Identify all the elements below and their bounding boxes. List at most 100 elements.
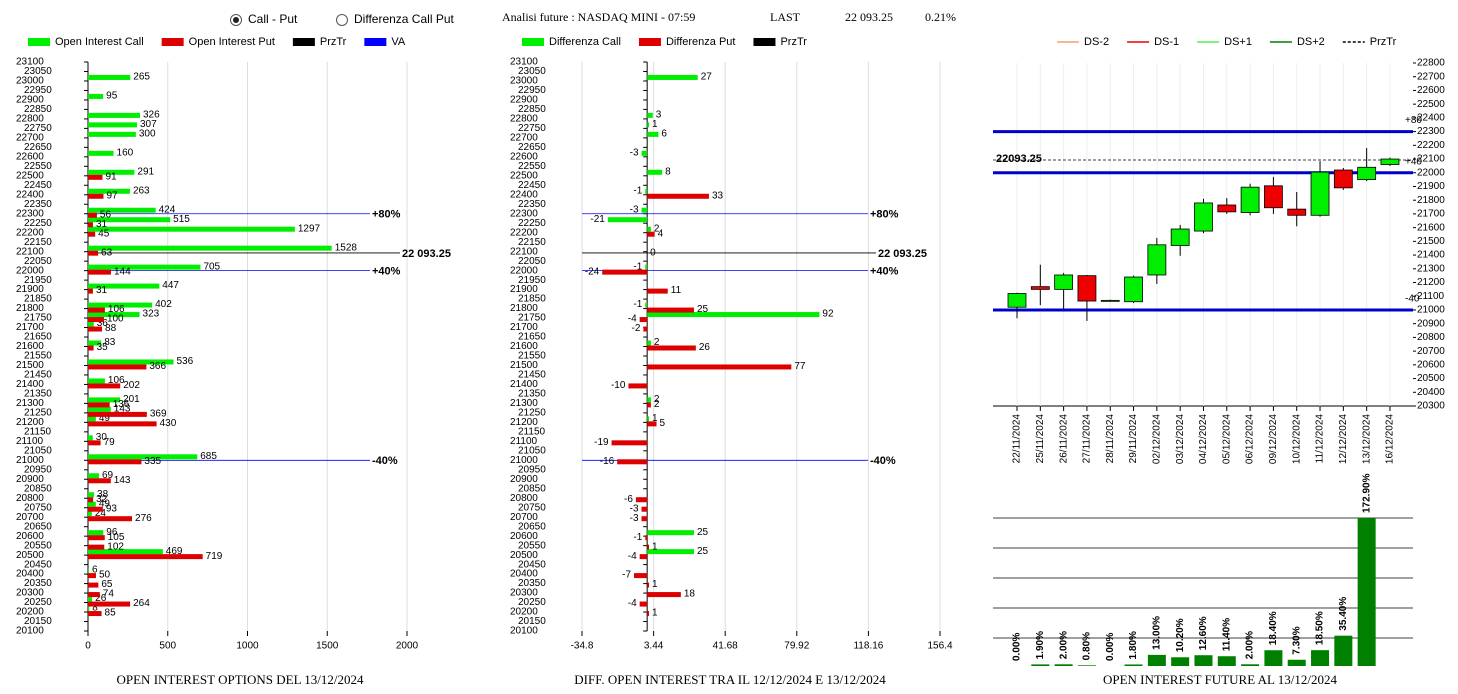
last-value: 22 093.25 bbox=[845, 10, 893, 24]
value-label: 85 bbox=[105, 608, 117, 619]
radio[interactable] bbox=[336, 14, 348, 26]
y-tick-label: 20200 bbox=[510, 607, 538, 618]
value-label: 8 bbox=[92, 603, 98, 614]
radio-label[interactable]: Call - Put bbox=[248, 12, 298, 26]
value-label: 26 bbox=[95, 593, 107, 604]
value-label: 160 bbox=[117, 147, 134, 158]
y-tick-label: 21950 bbox=[518, 275, 546, 286]
y-tick-label: 22850 bbox=[518, 104, 546, 115]
x-tick-label: 156.4 bbox=[927, 641, 952, 652]
y-tick-label: 22350 bbox=[24, 199, 52, 210]
value-label: 323 bbox=[143, 309, 160, 320]
value-label: 30 bbox=[96, 432, 108, 443]
legend-swatch bbox=[28, 38, 50, 46]
x-tick-label: 3.44 bbox=[644, 641, 664, 652]
bar bbox=[639, 601, 648, 607]
value-label: 32 bbox=[96, 494, 108, 505]
x-tick-label: 13/12/2024 bbox=[1361, 414, 1372, 464]
y-tick-label: 20700 bbox=[510, 512, 538, 523]
bar bbox=[641, 506, 648, 512]
reference-label: 22 093.25 bbox=[402, 248, 451, 260]
x-tick-label: 22/11/2024 bbox=[1012, 414, 1023, 464]
y-tick-label: 21800 bbox=[1417, 195, 1445, 206]
bar bbox=[647, 611, 650, 617]
bar bbox=[647, 122, 650, 128]
bar bbox=[647, 169, 663, 175]
y-tick-label: 21250 bbox=[518, 408, 546, 419]
y-tick-label: 22250 bbox=[518, 218, 546, 229]
bar bbox=[641, 516, 648, 522]
y-tick-label: 20350 bbox=[24, 578, 52, 589]
y-tick-label: 21900 bbox=[16, 284, 44, 295]
value-label: 1.80% bbox=[1128, 631, 1139, 659]
candle-body bbox=[1077, 275, 1097, 302]
bar bbox=[1287, 659, 1306, 666]
value-label: 69 bbox=[102, 470, 114, 481]
value-label: -6 bbox=[624, 494, 633, 505]
value-label: 366 bbox=[149, 361, 166, 372]
y-tick-label: 20900 bbox=[16, 474, 44, 485]
bar bbox=[1031, 664, 1050, 666]
y-tick-label: 20700 bbox=[1417, 346, 1445, 357]
y-tick-label: 22700 bbox=[16, 133, 44, 144]
value-label: 2 bbox=[654, 399, 660, 410]
y-tick-label: 21400 bbox=[16, 379, 44, 390]
y-tick-label: 21150 bbox=[24, 426, 52, 437]
y-tick-label: 22250 bbox=[24, 218, 52, 229]
y-tick-label: 21600 bbox=[1417, 222, 1445, 233]
y-tick-label: 21100 bbox=[510, 436, 538, 447]
value-label: 106 bbox=[108, 375, 125, 386]
y-tick-label: 22600 bbox=[510, 151, 538, 162]
x-tick-label: 0 bbox=[85, 641, 91, 652]
value-label: 33 bbox=[712, 190, 724, 201]
value-label: 56 bbox=[100, 209, 112, 220]
value-label: -10 bbox=[611, 380, 626, 391]
candle-body bbox=[1124, 276, 1143, 303]
value-label: 45 bbox=[98, 228, 110, 239]
bar bbox=[635, 497, 648, 503]
y-tick-label: 21450 bbox=[518, 370, 546, 381]
value-label: 35.40% bbox=[1338, 597, 1349, 631]
y-tick-label: 22350 bbox=[518, 199, 546, 210]
bar bbox=[88, 478, 111, 484]
y-tick-label: 23000 bbox=[16, 76, 44, 87]
value-label: 326 bbox=[143, 110, 160, 121]
y-tick-label: 21900 bbox=[510, 284, 538, 295]
bar bbox=[647, 592, 681, 598]
bar bbox=[88, 511, 92, 517]
radio-label[interactable]: Differenza Call Put bbox=[354, 12, 454, 26]
value-label: 1 bbox=[652, 579, 658, 590]
value-label: 1528 bbox=[335, 242, 358, 253]
legend-label: PrzTr bbox=[780, 36, 807, 48]
value-label: 35 bbox=[97, 342, 109, 353]
reference-label: +80% bbox=[870, 209, 899, 221]
bar bbox=[88, 131, 136, 137]
y-tick-label: 22500 bbox=[510, 170, 538, 181]
value-label: 144 bbox=[114, 266, 131, 277]
bar bbox=[647, 397, 651, 403]
value-label: 402 bbox=[155, 299, 172, 310]
value-label: 0.00% bbox=[1105, 633, 1116, 661]
value-label: 106 bbox=[108, 304, 125, 315]
candle-body bbox=[1194, 202, 1213, 232]
bar bbox=[647, 312, 820, 318]
legend-label: DS-2 bbox=[1084, 36, 1109, 48]
y-tick-label: 21300 bbox=[16, 398, 44, 409]
y-tick-label: 20400 bbox=[1417, 387, 1445, 398]
y-tick-label: 21050 bbox=[518, 445, 546, 456]
value-label: -16 bbox=[600, 456, 615, 467]
value-label: 36 bbox=[97, 318, 109, 329]
y-tick-label: 20200 bbox=[16, 607, 44, 618]
candle-body bbox=[1287, 208, 1307, 216]
y-tick-label: 20850 bbox=[24, 483, 52, 494]
bar bbox=[88, 312, 140, 318]
y-tick-label: 22100 bbox=[1417, 154, 1445, 165]
bar bbox=[647, 193, 709, 199]
y-tick-label: 21200 bbox=[510, 417, 538, 428]
y-tick-label: 23100 bbox=[16, 57, 44, 68]
x-tick-label: 500 bbox=[159, 641, 176, 652]
bar bbox=[88, 435, 93, 441]
y-tick-label: 21800 bbox=[510, 303, 538, 314]
bar bbox=[88, 217, 171, 223]
bar bbox=[602, 269, 648, 275]
